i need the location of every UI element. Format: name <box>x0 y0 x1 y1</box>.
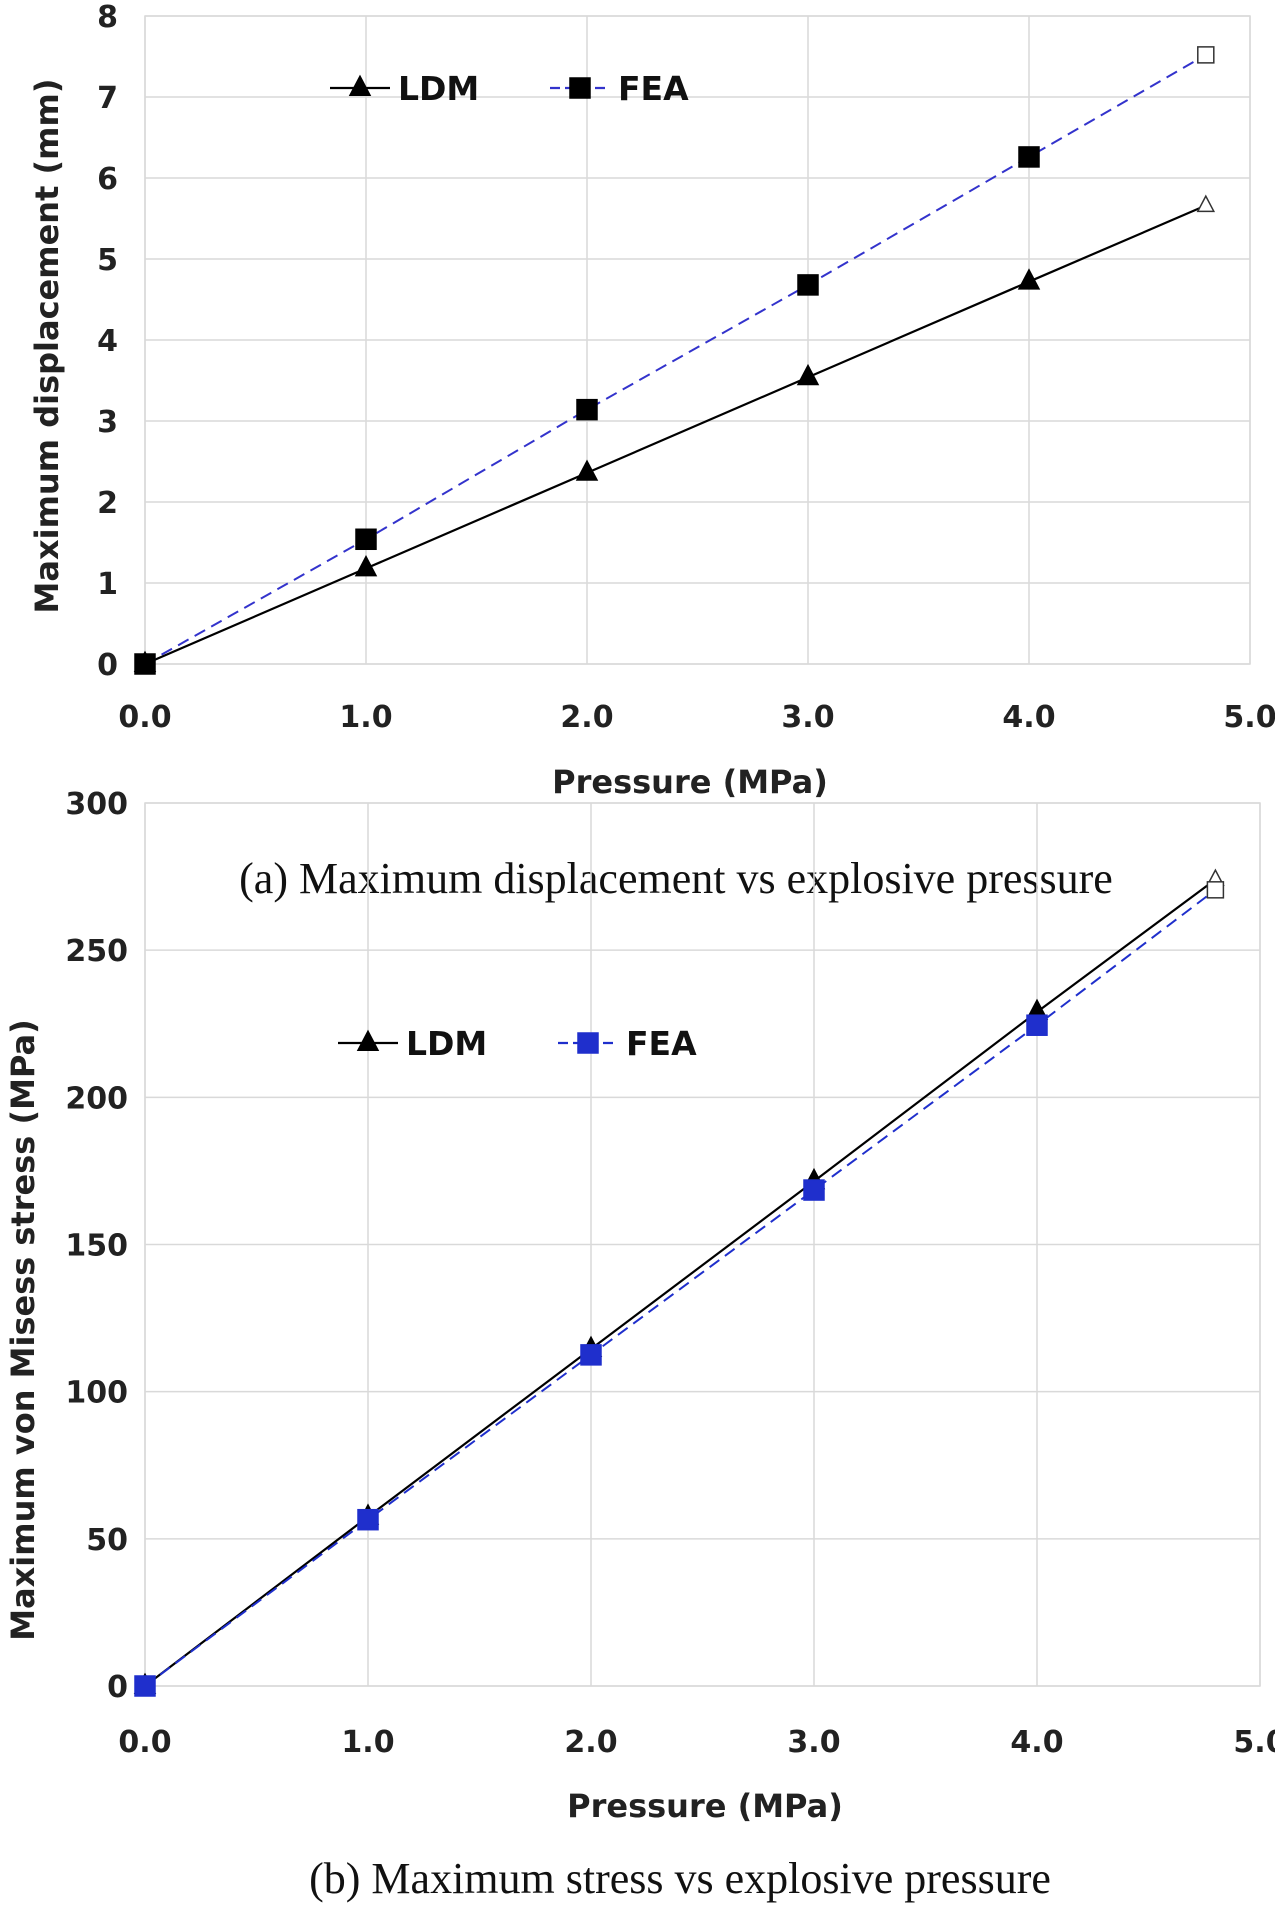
chart-a-series-ldm-point <box>354 555 378 577</box>
chart-b-series-fea-point <box>803 1179 825 1201</box>
chart-a-xtick-label: 0.0 <box>118 700 171 735</box>
chart-b-series-fea-legend-marker <box>577 1032 599 1054</box>
chart-b-series-fea-legend-label: FEA <box>626 1024 697 1063</box>
chart-a-ytick-label: 8 <box>97 0 118 35</box>
chart-a-ytick-label: 5 <box>97 243 118 278</box>
chart-b-ytick-label: 50 <box>86 1523 128 1558</box>
chart-a-ytick-label: 7 <box>97 81 118 116</box>
chart-b-ytick-label: 0 <box>107 1670 128 1705</box>
chart-a-series-ldm-point <box>575 459 599 481</box>
chart-b-ytick-label: 200 <box>65 1081 128 1116</box>
chart-b-xtick-label: 2.0 <box>564 1725 617 1760</box>
chart-a-series-fea-line <box>144 54 1207 665</box>
chart-a-series-ldm-point <box>1196 194 1216 213</box>
chart-a-ytick-label: 4 <box>97 324 118 359</box>
chart-a-series-ldm-legend-label: LDM <box>398 69 479 108</box>
chart-b-series-fea-line <box>144 889 1217 1687</box>
chart-a-series-ldm-point <box>796 363 820 386</box>
chart-a-series-fea-point <box>797 274 819 296</box>
chart-a-series-fea-point <box>1197 46 1215 64</box>
chart-b-xtick-label: 5.0 <box>1233 1725 1275 1760</box>
chart-b-ytick-label: 300 <box>65 787 128 822</box>
chart-a-ytick-label: 0 <box>97 648 118 683</box>
chart-b-ytick-label: 250 <box>65 934 128 969</box>
chart-a-series-fea-point <box>1018 146 1040 168</box>
chart-b-series-ldm-line <box>144 878 1217 1687</box>
chart-a-series-fea-point <box>355 528 377 551</box>
chart-a-xtick-label: 3.0 <box>781 700 834 735</box>
chart-b-ytick-label: 150 <box>65 1229 128 1264</box>
chart-a-xtick-label: 4.0 <box>1002 700 1055 735</box>
chart-a-ytick-label: 6 <box>97 162 118 197</box>
chart-a-series-ldm-point <box>1017 268 1041 290</box>
chart-a-xtick-label: 1.0 <box>339 700 392 735</box>
chart-b-series-fea-point <box>357 1508 379 1531</box>
chart-b-series-fea-point <box>1206 881 1225 899</box>
chart-a-series-fea-point <box>576 398 598 421</box>
chart-b-ylabel: Maximum von Misess stress (MPa) <box>4 1019 42 1641</box>
chart-a-xtick-label: 5.0 <box>1223 700 1275 735</box>
chart-b-ytick-label: 100 <box>65 1376 128 1411</box>
chart-a-ytick-label: 2 <box>97 486 118 521</box>
chart-b-xtick-label: 1.0 <box>341 1725 394 1760</box>
chart-a-series-ldm-legend-marker <box>348 74 372 96</box>
chart-a-displacement: 0.0 1.0 2.0 3.0 4.0 5.0 0 1 2 3 4 5 6 7 8 LDM FEA Pres… <box>28 0 1275 903</box>
chart-b-series-ldm-legend-label: LDM <box>406 1024 487 1063</box>
chart-b-xtick-label: 3.0 <box>787 1725 840 1760</box>
chart-a-ytick-label: 1 <box>97 567 118 602</box>
chart-b-series-fea-point <box>1026 1014 1048 1036</box>
chart-a-xlabel: Pressure (MPa) <box>552 763 828 801</box>
chart-b-caption: (b) Maximum stress vs explosive pressure <box>309 1854 1051 1903</box>
chart-b-series-fea-point <box>580 1344 602 1366</box>
chart-a-series-fea-legend-marker <box>569 77 591 99</box>
chart-b-xtick-label: 0.0 <box>118 1725 171 1760</box>
chart-a-series-ldm-line <box>144 204 1207 666</box>
chart-a-series-fea-point <box>134 653 156 675</box>
chart-a-ylabel: Maximum displacement (mm) <box>28 79 66 614</box>
chart-b-series-fea-point <box>134 1675 156 1697</box>
chart-b-xlabel: Pressure (MPa) <box>567 1787 843 1825</box>
chart-b-xtick-label: 4.0 <box>1010 1725 1063 1760</box>
chart-a-series-fea-legend-label: FEA <box>618 69 689 108</box>
chart-b-series-ldm-legend-marker <box>356 1029 380 1051</box>
chart-b-stress: 0.0 1.0 2.0 3.0 4.0 5.0 0 50 100 150 200 250 300 LD… <box>4 787 1275 1903</box>
chart-a-caption: (a) Maximum displacement vs explosive pr… <box>239 854 1113 903</box>
chart-a-ytick-label: 3 <box>97 405 118 440</box>
chart-a-xtick-label: 2.0 <box>560 700 613 735</box>
